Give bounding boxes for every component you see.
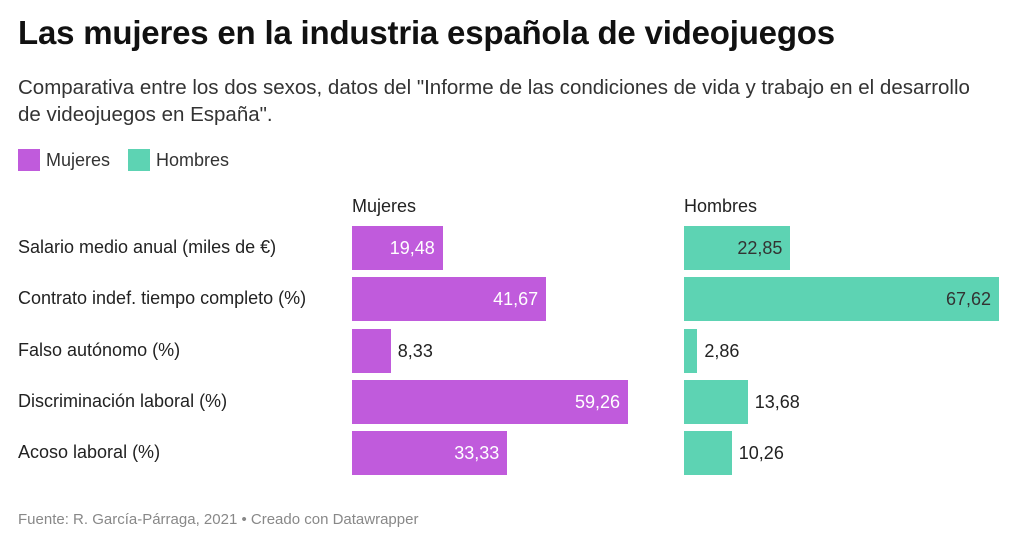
bar-hombres xyxy=(684,277,999,322)
value-label-mujeres: 41,67 xyxy=(493,289,539,310)
bar-hombres xyxy=(684,328,698,373)
value-label-mujeres: 19,48 xyxy=(389,238,435,258)
value-label-hombres: 13,68 xyxy=(754,391,800,412)
panel-header-mujeres: Mujeres xyxy=(352,196,417,216)
legend-swatch-hombres xyxy=(128,149,151,171)
bar-mujeres xyxy=(352,226,443,270)
legend-item-hombres: Hombres xyxy=(128,149,229,171)
value-label-hombres: 2,86 xyxy=(704,340,740,361)
category-label: Discriminación laboral (%) xyxy=(18,390,228,411)
bar-hombres xyxy=(684,226,791,270)
value-label-hombres: 10,26 xyxy=(738,443,784,464)
bar-hombres xyxy=(684,379,748,424)
bar-mujeres xyxy=(352,431,508,476)
category-label: Falso autónomo (%) xyxy=(18,339,181,360)
category-label: Contrato indef. tiempo completo (%) xyxy=(18,288,307,309)
value-label-hombres: 67,62 xyxy=(945,289,991,310)
bar-mujeres xyxy=(352,277,547,322)
chart-subtitle: Comparativa entre los dos sexos, datos d… xyxy=(18,76,970,126)
legend-label-mujeres: Mujeres xyxy=(46,149,111,170)
category-label: Acoso laboral (%) xyxy=(18,442,161,463)
value-label-hombres: 22,85 xyxy=(737,238,783,258)
source-footer: Fuente: R. García-Párraga, 2021 • Creado… xyxy=(18,511,419,528)
bar-mujeres xyxy=(352,379,629,424)
chart-title: Las mujeres en la industria española de … xyxy=(18,14,835,51)
value-label-mujeres: 59,26 xyxy=(575,391,621,412)
legend-label-hombres: Hombres xyxy=(156,149,230,170)
value-label-mujeres: 33,33 xyxy=(454,443,500,464)
legend-swatch-mujeres xyxy=(18,149,40,171)
legend-item-mujeres: Mujeres xyxy=(18,149,110,171)
legend: Mujeres Hombres xyxy=(18,149,247,171)
bar-mujeres xyxy=(352,328,391,373)
bar-hombres xyxy=(684,431,732,476)
category-label: Salario medio anual (miles de €) xyxy=(18,237,277,257)
panel-header-hombres: Hombres xyxy=(684,196,758,216)
value-label-mujeres: 8,33 xyxy=(397,340,433,361)
